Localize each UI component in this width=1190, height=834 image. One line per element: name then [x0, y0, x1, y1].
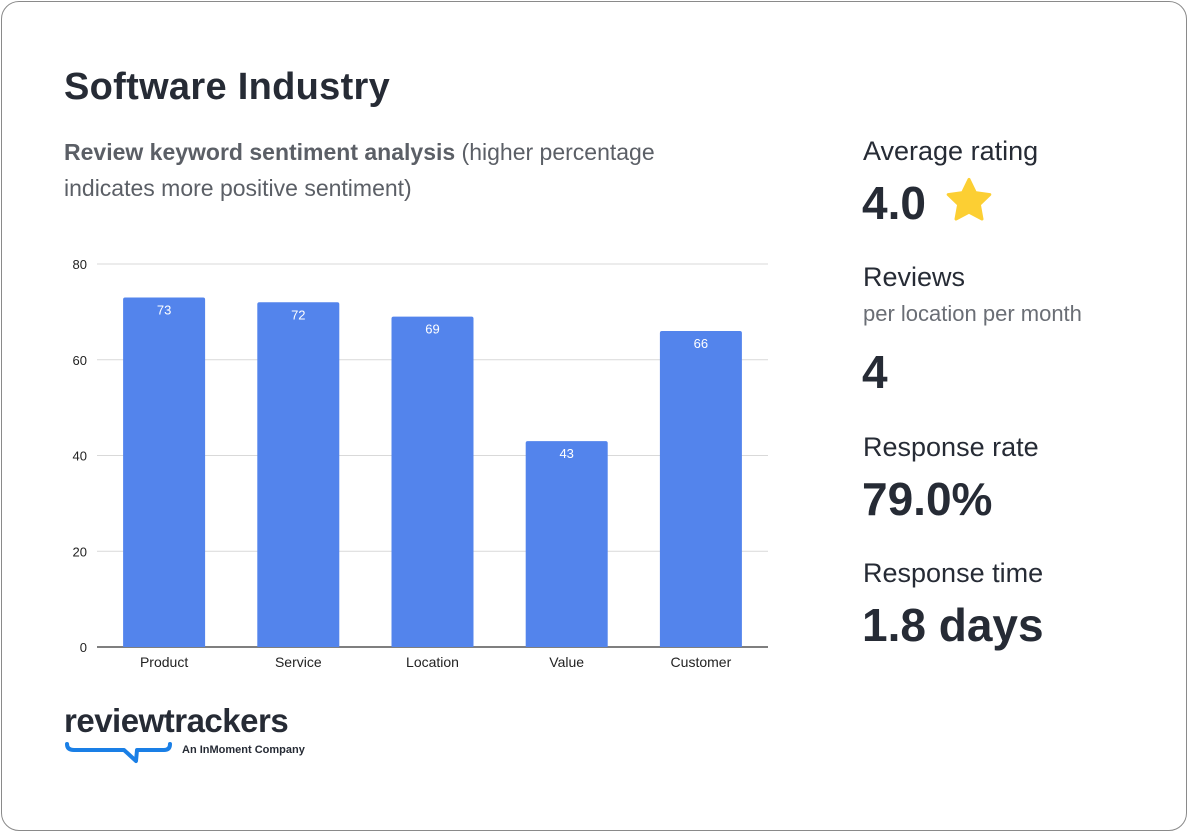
- x-tick-label: Location: [406, 654, 459, 670]
- chart-subtitle: Review keyword sentiment analysis (highe…: [64, 134, 744, 206]
- x-tick-label: Service: [275, 654, 322, 670]
- response-rate-value: 79.0%: [862, 473, 993, 525]
- star-icon: [946, 177, 992, 221]
- bar-service: [257, 302, 340, 647]
- page-title: Software Industry: [64, 66, 391, 108]
- data-label: 69: [425, 322, 439, 337]
- reviews-sub: per location per month: [863, 301, 1082, 326]
- bar-customer: [659, 331, 742, 647]
- subtitle-rest: (higher percentage indicates more positi…: [64, 139, 655, 201]
- y-tick-label: 80: [73, 257, 87, 272]
- x-tick-label: Customer: [671, 654, 732, 670]
- response-rate-label: Response rate: [863, 432, 1039, 462]
- avg-rating-value: 4.0: [862, 176, 993, 230]
- bar-product: [123, 297, 206, 647]
- reviews-value: 4: [862, 346, 888, 398]
- y-tick-label: 40: [73, 449, 87, 464]
- logo-wordmark: reviewtrackers: [64, 702, 289, 739]
- speech-bubble-underline-icon: [65, 742, 172, 763]
- avg-rating-number: 4.0: [862, 177, 926, 229]
- bar-chart: 0 20 40 60 80 73 Product 72 Service 69 Location 43 V…: [73, 257, 768, 670]
- bar-location: [391, 316, 474, 647]
- x-tick-label: Value: [549, 654, 584, 670]
- data-label: 72: [291, 307, 305, 322]
- response-time-label: Response time: [863, 558, 1044, 588]
- logo: reviewtrackers An InMoment Company: [64, 702, 305, 763]
- y-tick-label: 20: [73, 544, 87, 559]
- data-label: 43: [559, 446, 573, 461]
- reviews-label: Reviews: [863, 262, 966, 292]
- data-label: 73: [157, 303, 171, 318]
- y-tick-label: 60: [73, 353, 87, 368]
- response-time-value: 1.8 days: [862, 599, 1044, 651]
- bar-value: [525, 441, 608, 647]
- subtitle-bold: Review keyword sentiment analysis: [64, 139, 456, 165]
- data-label: 66: [694, 336, 708, 351]
- logo-tagline: An InMoment Company: [182, 744, 305, 756]
- avg-rating-label: Average rating: [863, 136, 1039, 166]
- y-tick-label: 0: [80, 640, 87, 655]
- x-tick-label: Product: [140, 654, 188, 670]
